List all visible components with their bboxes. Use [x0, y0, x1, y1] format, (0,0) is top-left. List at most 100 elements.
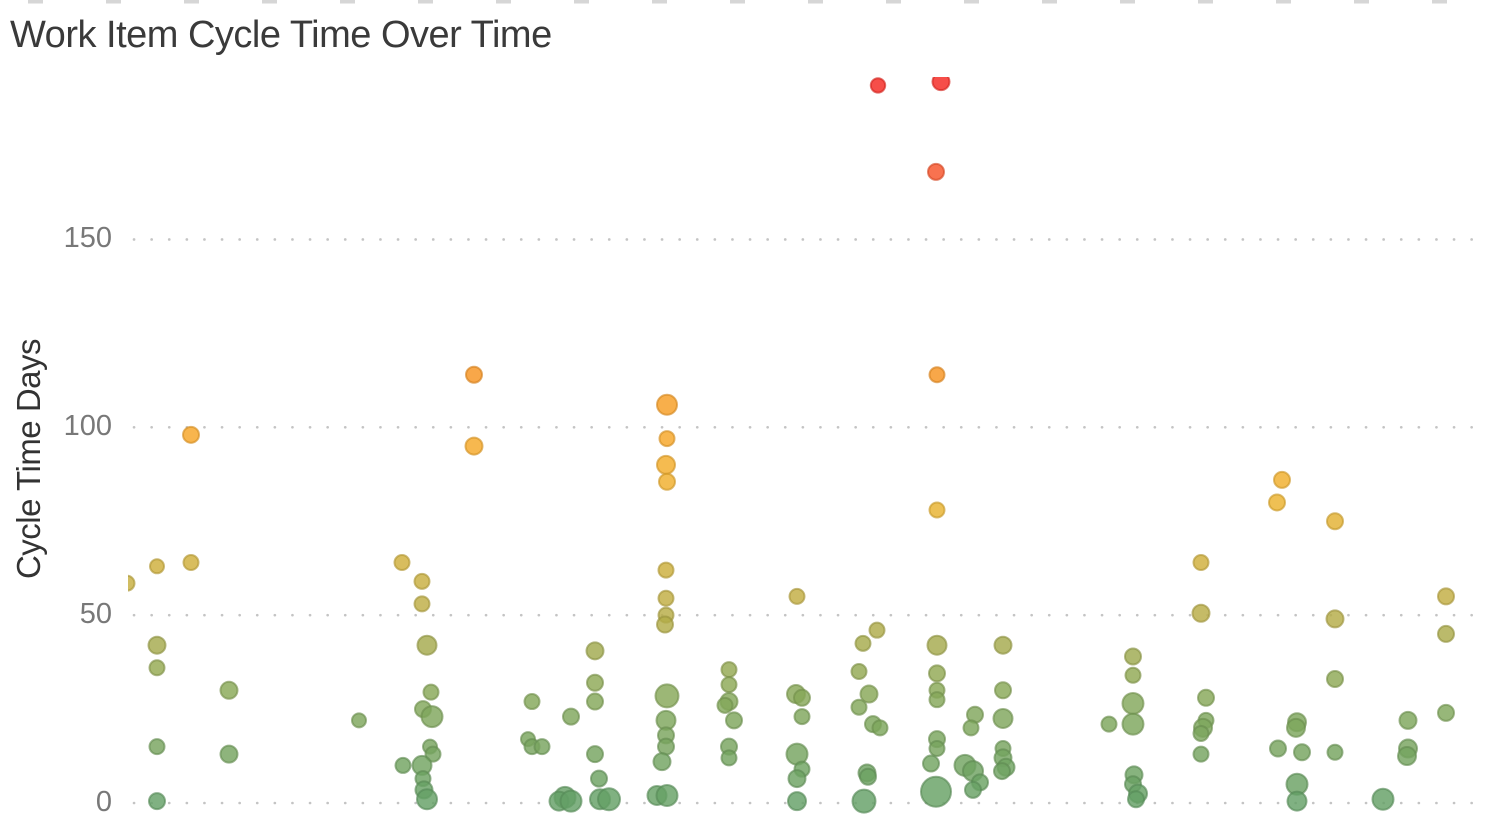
data-point[interactable] [523, 693, 541, 711]
data-point[interactable] [654, 683, 680, 709]
data-point[interactable] [465, 365, 483, 384]
data-point[interactable] [562, 707, 580, 726]
data-point[interactable] [148, 738, 166, 756]
data-point[interactable] [413, 595, 431, 613]
data-point[interactable] [928, 366, 946, 384]
data-point[interactable] [585, 641, 605, 661]
data-point[interactable] [1273, 470, 1291, 489]
data-point[interactable] [393, 554, 411, 572]
data-point[interactable] [1437, 587, 1455, 606]
data-point[interactable] [586, 692, 604, 711]
data-point[interactable] [1192, 724, 1210, 742]
data-point[interactable] [1286, 790, 1308, 812]
data-point[interactable] [657, 589, 675, 607]
data-point[interactable] [219, 744, 239, 764]
data-point[interactable] [1121, 691, 1145, 715]
data-point[interactable] [720, 676, 738, 694]
data-point[interactable] [657, 561, 675, 579]
data-point[interactable] [1286, 717, 1306, 738]
data-point[interactable] [871, 719, 889, 737]
data-point[interactable] [657, 737, 675, 756]
data-point[interactable] [413, 572, 431, 590]
data-point[interactable] [1192, 554, 1210, 572]
data-point[interactable] [351, 712, 367, 729]
data-point[interactable] [1127, 790, 1145, 809]
data-point[interactable] [590, 769, 608, 788]
data-point[interactable] [149, 558, 165, 575]
data-point[interactable] [928, 664, 946, 683]
data-point[interactable] [962, 719, 980, 737]
data-point[interactable] [656, 393, 678, 416]
data-point[interactable] [992, 707, 1014, 729]
data-point[interactable] [1121, 712, 1145, 736]
data-point[interactable] [1437, 703, 1455, 722]
data-point[interactable] [927, 162, 945, 181]
data-point[interactable] [586, 673, 604, 692]
data-point[interactable] [725, 711, 743, 730]
data-point[interactable] [854, 634, 872, 652]
data-point[interactable] [993, 635, 1013, 655]
data-point[interactable] [859, 767, 877, 786]
data-point[interactable] [1124, 666, 1142, 684]
data-point[interactable] [147, 635, 167, 655]
data-point[interactable] [926, 634, 948, 656]
data-point[interactable] [416, 788, 438, 811]
data-point[interactable] [416, 634, 438, 656]
data-point[interactable] [716, 696, 734, 714]
data-point[interactable] [788, 587, 806, 605]
data-point[interactable] [793, 708, 811, 726]
data-point[interactable] [464, 436, 484, 456]
data-point[interactable] [658, 430, 676, 448]
data-point[interactable] [148, 792, 166, 811]
data-point[interactable] [1191, 603, 1211, 623]
data-point[interactable] [1124, 647, 1142, 666]
data-point[interactable] [559, 789, 583, 813]
data-point[interactable] [851, 788, 877, 814]
data-point[interactable] [1371, 787, 1395, 811]
data-point[interactable] [868, 621, 886, 639]
data-point[interactable] [1293, 743, 1311, 762]
data-point[interactable] [1326, 743, 1344, 761]
data-point[interactable] [994, 681, 1012, 700]
data-point[interactable] [787, 791, 807, 812]
data-point[interactable] [533, 738, 551, 756]
data-point[interactable] [720, 749, 738, 767]
data-point[interactable] [928, 740, 946, 758]
data-point[interactable] [652, 752, 672, 772]
data-point[interactable] [787, 769, 807, 789]
data-point[interactable] [120, 574, 136, 592]
data-point[interactable] [964, 780, 982, 799]
data-point[interactable] [1100, 715, 1118, 733]
data-point[interactable] [219, 680, 239, 700]
data-point[interactable] [720, 661, 738, 679]
data-point[interactable] [1398, 710, 1418, 730]
data-point[interactable] [850, 698, 868, 716]
data-point[interactable] [793, 688, 811, 707]
data-point[interactable] [928, 691, 946, 709]
data-point[interactable] [928, 501, 946, 519]
data-point[interactable] [182, 554, 200, 572]
data-point[interactable] [658, 472, 676, 491]
data-point[interactable] [1437, 624, 1455, 643]
data-point[interactable] [1269, 739, 1287, 758]
data-point[interactable] [1397, 746, 1417, 767]
data-point[interactable] [1325, 609, 1345, 629]
data-point[interactable] [920, 775, 952, 808]
data-point[interactable] [148, 659, 166, 677]
data-point[interactable] [656, 454, 676, 475]
data-point[interactable] [1326, 670, 1344, 689]
data-point[interactable] [869, 77, 887, 94]
data-point[interactable] [1192, 745, 1210, 763]
data-point[interactable] [586, 745, 604, 764]
data-point[interactable] [1326, 512, 1344, 531]
data-point[interactable] [993, 762, 1011, 781]
data-point[interactable] [597, 787, 621, 812]
data-point[interactable] [931, 73, 951, 92]
data-point[interactable] [1197, 688, 1215, 707]
data-point[interactable] [1268, 493, 1286, 512]
data-point[interactable] [655, 783, 679, 807]
data-point[interactable] [394, 756, 412, 774]
data-point[interactable] [922, 754, 940, 773]
data-point[interactable] [420, 705, 444, 729]
data-point[interactable] [656, 615, 674, 634]
